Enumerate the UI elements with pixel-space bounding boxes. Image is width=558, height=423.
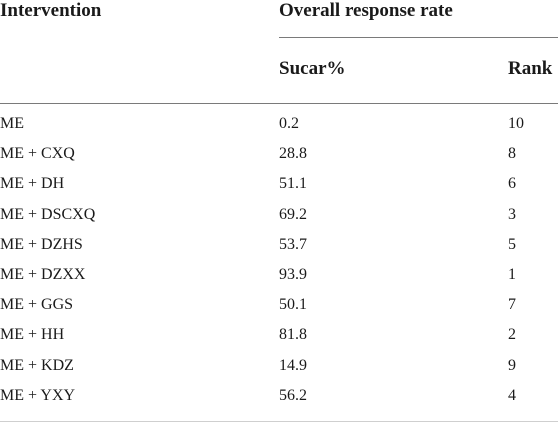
cell-intervention: ME — [0, 115, 24, 132]
cell-sucar: 14.9 — [279, 357, 307, 374]
cell-sucar: 53.7 — [279, 236, 307, 253]
cell-sucar: 50.1 — [279, 296, 307, 313]
bottom-rule — [0, 421, 558, 422]
cell-rank: 1 — [508, 266, 516, 283]
cell-rank: 4 — [508, 387, 516, 404]
cell-rank: 6 — [508, 175, 516, 192]
cell-intervention: ME + YXY — [0, 387, 76, 404]
cell-intervention: ME + DZHS — [0, 236, 83, 253]
cell-intervention: ME + CXQ — [0, 145, 75, 162]
cell-intervention: ME + KDZ — [0, 357, 74, 374]
header-rank: Rank — [508, 58, 553, 79]
cell-rank: 5 — [508, 236, 516, 253]
header-intervention: Intervention — [0, 0, 102, 21]
cell-rank: 10 — [508, 115, 524, 132]
cell-intervention: ME + HH — [0, 326, 65, 343]
cell-sucar: 28.8 — [279, 145, 307, 162]
cell-sucar: 51.1 — [279, 175, 307, 192]
cell-rank: 2 — [508, 326, 516, 343]
cell-sucar: 81.8 — [279, 326, 307, 343]
cell-intervention: ME + DSCXQ — [0, 206, 96, 223]
cell-sucar: 69.2 — [279, 206, 307, 223]
header-rule — [0, 103, 558, 104]
cell-intervention: ME + DZXX — [0, 266, 86, 283]
cell-rank: 9 — [508, 357, 516, 374]
cell-sucar: 93.9 — [279, 266, 307, 283]
cell-rank: 7 — [508, 296, 516, 313]
cell-rank: 3 — [508, 206, 516, 223]
cell-intervention: ME + DH — [0, 175, 65, 192]
header-overall-response-rate: Overall response rate — [279, 0, 453, 21]
cell-sucar: 56.2 — [279, 387, 307, 404]
cell-intervention: ME + GGS — [0, 296, 74, 313]
cell-rank: 8 — [508, 145, 516, 162]
header-sucar: Sucar% — [279, 58, 346, 79]
cell-sucar: 0.2 — [279, 115, 299, 132]
group-header-rule — [279, 37, 558, 38]
